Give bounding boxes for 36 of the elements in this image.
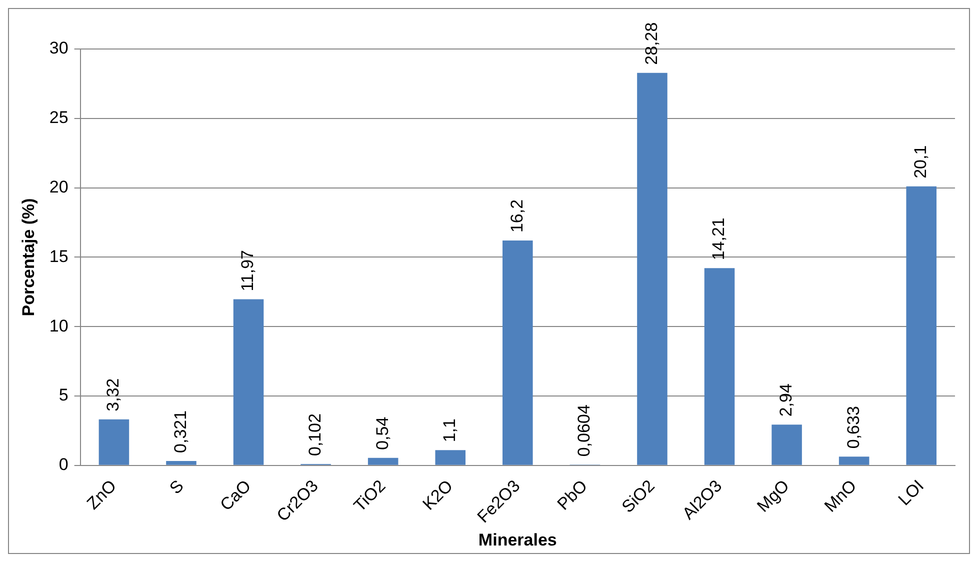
y-tick-label: 30 bbox=[49, 38, 68, 58]
y-tick-label: 25 bbox=[49, 108, 68, 128]
bar bbox=[368, 458, 398, 465]
bar bbox=[772, 424, 802, 465]
y-tick-label: 5 bbox=[58, 386, 68, 405]
data-label: 0,321 bbox=[170, 410, 190, 453]
data-label: 0,102 bbox=[305, 413, 324, 456]
y-axis-title: Porcentaje (%) bbox=[18, 198, 38, 316]
y-tick-label: 0 bbox=[58, 455, 68, 474]
data-label: 0,0604 bbox=[574, 404, 594, 457]
bar bbox=[502, 240, 533, 465]
x-tick-label: S bbox=[166, 476, 188, 498]
data-label: 0,54 bbox=[372, 416, 392, 450]
bar bbox=[838, 456, 870, 465]
bar bbox=[704, 268, 735, 465]
data-label: 3,32 bbox=[104, 378, 123, 412]
data-label: 20,1 bbox=[911, 145, 930, 178]
data-label: 11,97 bbox=[238, 250, 258, 292]
y-tick-label: 20 bbox=[49, 177, 68, 196]
bar bbox=[906, 186, 936, 465]
x-axis-title: Minerales bbox=[478, 530, 557, 550]
bar bbox=[233, 299, 264, 465]
x-tick-label: CaO bbox=[216, 476, 255, 515]
data-label: 1,1 bbox=[440, 418, 460, 442]
bar bbox=[98, 419, 130, 465]
data-label: 14,21 bbox=[709, 218, 728, 260]
bar bbox=[435, 450, 466, 465]
data-label: 2,94 bbox=[776, 384, 796, 417]
data-label: 28,28 bbox=[642, 22, 661, 65]
x-tick-label: LOI bbox=[894, 476, 928, 510]
data-label: 16,2 bbox=[507, 199, 526, 233]
bar bbox=[166, 460, 196, 465]
y-tick-label: 15 bbox=[49, 246, 68, 266]
data-label: 0,633 bbox=[844, 406, 863, 449]
y-tick-label: 10 bbox=[49, 316, 68, 336]
bar bbox=[637, 72, 668, 465]
